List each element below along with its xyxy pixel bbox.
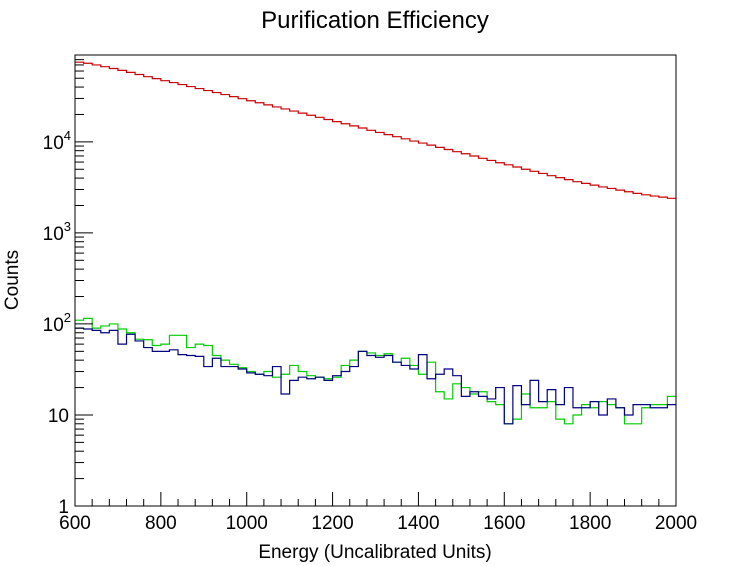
x-tick-label: 1000 — [226, 513, 268, 534]
x-tick-label: 1200 — [311, 513, 353, 534]
x-tick-label: 800 — [145, 513, 177, 534]
x-tick-label: 2000 — [655, 513, 697, 534]
series-line-0 — [75, 61, 676, 199]
y-tick-label: 10 — [48, 406, 69, 427]
x-tick-label: 1800 — [569, 513, 611, 534]
x-tick-label: 1400 — [397, 513, 439, 534]
x-tick-label: 600 — [59, 513, 91, 534]
y-tick-label: 103 — [43, 219, 71, 245]
series-line-2 — [75, 327, 676, 425]
x-tick-label: 1600 — [483, 513, 525, 534]
y-tick-label: 102 — [43, 310, 71, 336]
y-tick-label: 1 — [58, 497, 69, 518]
axes-layer: 600 800 1000 1200 1400 1600 1800 2000 1 10 102 103 1… — [43, 54, 697, 534]
y-axis-title: Counts — [2, 250, 23, 310]
series-line-1 — [75, 317, 676, 425]
x-axis-title: Energy (Uncalibrated Units) — [258, 542, 491, 563]
series-layer — [75, 61, 676, 425]
plot-frame — [74, 54, 677, 507]
chart-title: Purification Efficiency — [261, 7, 489, 34]
y-tick-label: 104 — [43, 128, 71, 154]
